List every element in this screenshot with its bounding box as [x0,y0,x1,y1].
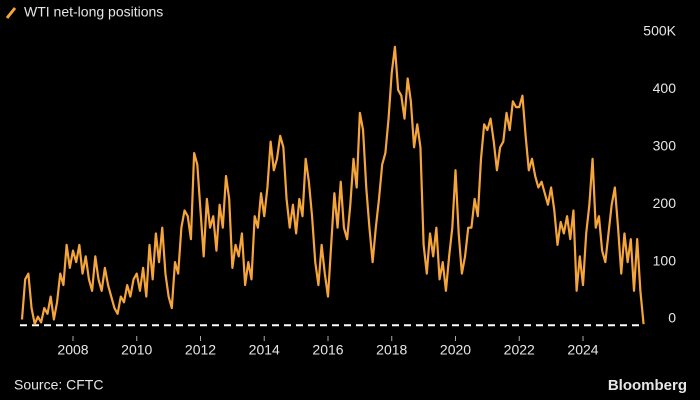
series-line [20,45,645,326]
source: Source: CFTC [14,377,103,393]
y-tick-label: 0 [668,310,676,326]
y-tick-label: 500K [643,23,676,39]
x-tick-label: 2014 [249,342,280,358]
y-tick-label: 100 [653,252,677,268]
x-tick-label: 2022 [504,342,535,358]
x-tick-label: 2018 [376,342,407,358]
y-tick-label: 400 [653,80,677,96]
x-tick-label: 2016 [312,342,343,358]
legend-label: WTI net-long positions [24,4,163,20]
x-tick-label: 2012 [185,342,216,358]
legend-icon [5,7,17,19]
x-tick-label: 2024 [567,342,598,358]
x-tick-label: 2010 [121,342,152,358]
x-tick-label: 2008 [57,342,88,358]
y-tick-label: 200 [653,195,677,211]
brand: Bloomberg [608,377,687,394]
y-tick-label: 300 [653,138,677,154]
x-tick-label: 2020 [440,342,471,358]
